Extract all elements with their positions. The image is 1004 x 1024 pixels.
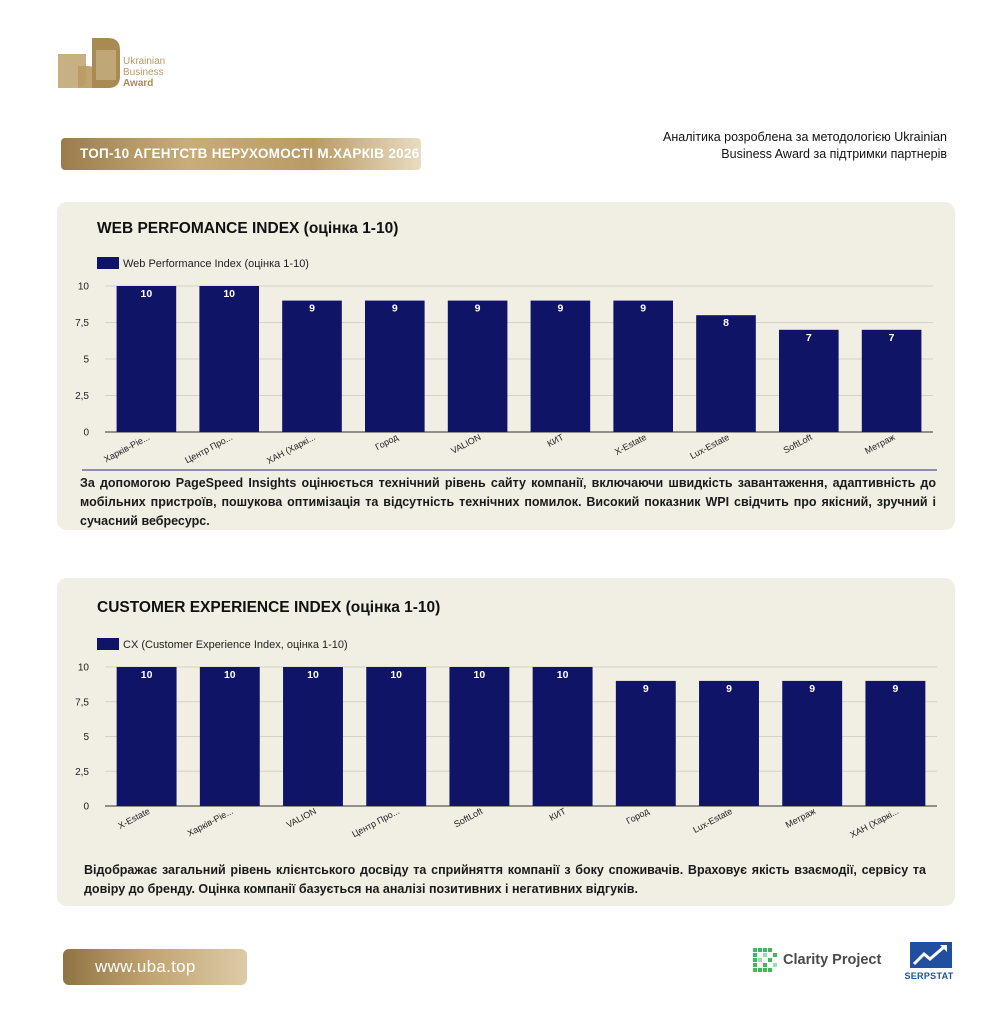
bar-value-label: 10 — [223, 288, 235, 300]
x-tick-label: Харків-Ріе... — [186, 806, 235, 838]
legend-label: CX (Customer Experience Index, оцінка 1-… — [123, 639, 348, 651]
bar-value-label: 9 — [726, 683, 732, 695]
y-tick-label: 5 — [83, 732, 89, 743]
serpstat-chart-icon — [910, 942, 952, 968]
legend-swatch — [97, 257, 119, 269]
y-tick-label: 0 — [83, 802, 89, 813]
bar-value-label: 9 — [892, 683, 898, 695]
y-tick-label: 7,5 — [75, 318, 89, 329]
bar — [615, 680, 676, 806]
x-tick-label: ХАН (Харкі... — [265, 432, 317, 466]
bar — [199, 286, 260, 432]
legend-swatch — [97, 638, 119, 650]
logo-line-2: Business — [123, 67, 164, 78]
bar — [199, 667, 260, 806]
clarity-project-logo: Clarity Project — [753, 948, 893, 976]
methodology-note-line-2: Business Award за підтримки партнерів — [721, 147, 947, 161]
bar — [778, 329, 839, 432]
web-performance-title: WEB PERFOMANCE INDEX (оцінка 1-10) — [97, 220, 399, 237]
x-tick-label: Центр Про... — [350, 806, 401, 839]
logo-text: Ukrainian Business Award — [123, 56, 165, 89]
bar — [696, 315, 756, 432]
customer-experience-description: Відображає загальний рівень клієнтського… — [84, 863, 926, 896]
logo-line-1: Ukrainian — [123, 56, 166, 67]
x-tick-label: КИТ — [548, 806, 568, 823]
x-tick-label: X-Estate — [116, 806, 151, 831]
y-tick-label: 2,5 — [75, 767, 89, 778]
bar — [530, 300, 591, 432]
web-performance-panel: WEB PERFOMANCE INDEX (оцінка 1-10) 0 2,5 5… — [57, 202, 955, 530]
bar — [282, 300, 342, 432]
legend-label: Web Performance Index (оцінка 1-10) — [123, 258, 309, 270]
bar-value-label: 10 — [141, 669, 153, 681]
ukrainian-business-award-logo: Ukrainian Business Award — [56, 36, 176, 92]
logo-line-3: Award — [123, 78, 154, 89]
bar-value-label: 9 — [309, 303, 315, 315]
bar-value-label: 10 — [224, 669, 236, 681]
web-performance-chart: 0 2,5 5 7,5 10 Web Performance Index (оцінка … — [75, 257, 937, 471]
bar — [449, 667, 510, 806]
serpstat-name: SERPSTAT — [904, 971, 954, 981]
bar — [116, 667, 177, 806]
bar — [366, 667, 427, 806]
x-tick-label: X-Estate — [613, 432, 648, 457]
customer-experience-chart: 0 2,5 5 7,5 10 CX (Customer Experience Index,… — [75, 638, 937, 840]
bar-value-label: 7 — [806, 332, 812, 344]
page-title-badge: ТОП-10 АГЕНТСТВ НЕРУХОМОСТІ М.ХАРКІВ 202… — [61, 138, 421, 170]
bar-value-label: 10 — [307, 669, 319, 681]
bar — [283, 667, 343, 806]
x-tick-label: SoftLoft — [452, 806, 485, 830]
website-link[interactable]: www.uba.top — [63, 949, 247, 985]
bar — [447, 300, 508, 432]
methodology-note-line-1: Аналітика розроблена за методологією Ukr… — [663, 130, 947, 144]
y-tick-label: 10 — [78, 663, 90, 674]
y-tick-label: 0 — [83, 428, 89, 439]
uba-logo-icon — [58, 38, 120, 88]
bar — [364, 300, 425, 432]
x-tick-label: КИТ — [545, 432, 565, 449]
customer-experience-panel: CUSTOMER EXPERIENCE INDEX (оцінка 1-10) … — [57, 578, 955, 906]
bar — [532, 667, 593, 806]
bar-value-label: 10 — [141, 288, 153, 300]
bar-value-label: 10 — [557, 669, 569, 681]
bar — [782, 680, 843, 806]
web-performance-description: За допомогою PageSpeed Insights оцінюєть… — [80, 476, 936, 528]
y-tick-label: 10 — [78, 282, 90, 293]
y-tick-label: 2,5 — [75, 391, 89, 402]
bar-value-label: 8 — [723, 317, 729, 329]
x-tick-label: VALION — [285, 806, 318, 830]
x-tick-label: Харків-Ріе... — [102, 432, 151, 464]
bar-value-label: 9 — [809, 683, 815, 695]
bar-value-label: 7 — [889, 332, 895, 344]
bar-value-label: 9 — [557, 303, 563, 315]
x-tick-label: ХАН (Харкі... — [848, 806, 900, 840]
customer-experience-title: CUSTOMER EXPERIENCE INDEX (оцінка 1-10) — [97, 599, 441, 616]
bar — [865, 680, 926, 806]
x-tick-label: Lux-Estate — [691, 806, 734, 835]
x-tick-label: Метраж — [784, 806, 817, 830]
y-tick-label: 7,5 — [75, 697, 89, 708]
clarity-grid-icon — [753, 948, 777, 972]
bar — [116, 286, 177, 432]
bar-value-label: 10 — [474, 669, 486, 681]
x-tick-label: SoftLoft — [782, 432, 815, 456]
clarity-project-name: Clarity Project — [783, 952, 882, 968]
x-tick-label: Метраж — [863, 432, 896, 456]
bar — [861, 329, 922, 432]
x-tick-label: Центр Про... — [183, 432, 234, 465]
bar-value-label: 9 — [475, 303, 481, 315]
bar — [613, 300, 674, 432]
x-tick-label: Lux-Estate — [688, 432, 731, 461]
x-tick-label: VALION — [449, 432, 482, 456]
bar — [699, 680, 759, 806]
bar-value-label: 9 — [392, 303, 398, 315]
bar-value-label: 10 — [390, 669, 402, 681]
x-tick-label: Город — [374, 432, 401, 453]
x-tick-label: Город — [625, 806, 652, 827]
bar-value-label: 9 — [640, 303, 646, 315]
bar-value-label: 9 — [643, 683, 649, 695]
serpstat-logo: SERPSTAT — [900, 940, 958, 984]
methodology-note: Аналітика розроблена за методологією Ukr… — [627, 129, 947, 163]
y-tick-label: 5 — [83, 355, 89, 366]
